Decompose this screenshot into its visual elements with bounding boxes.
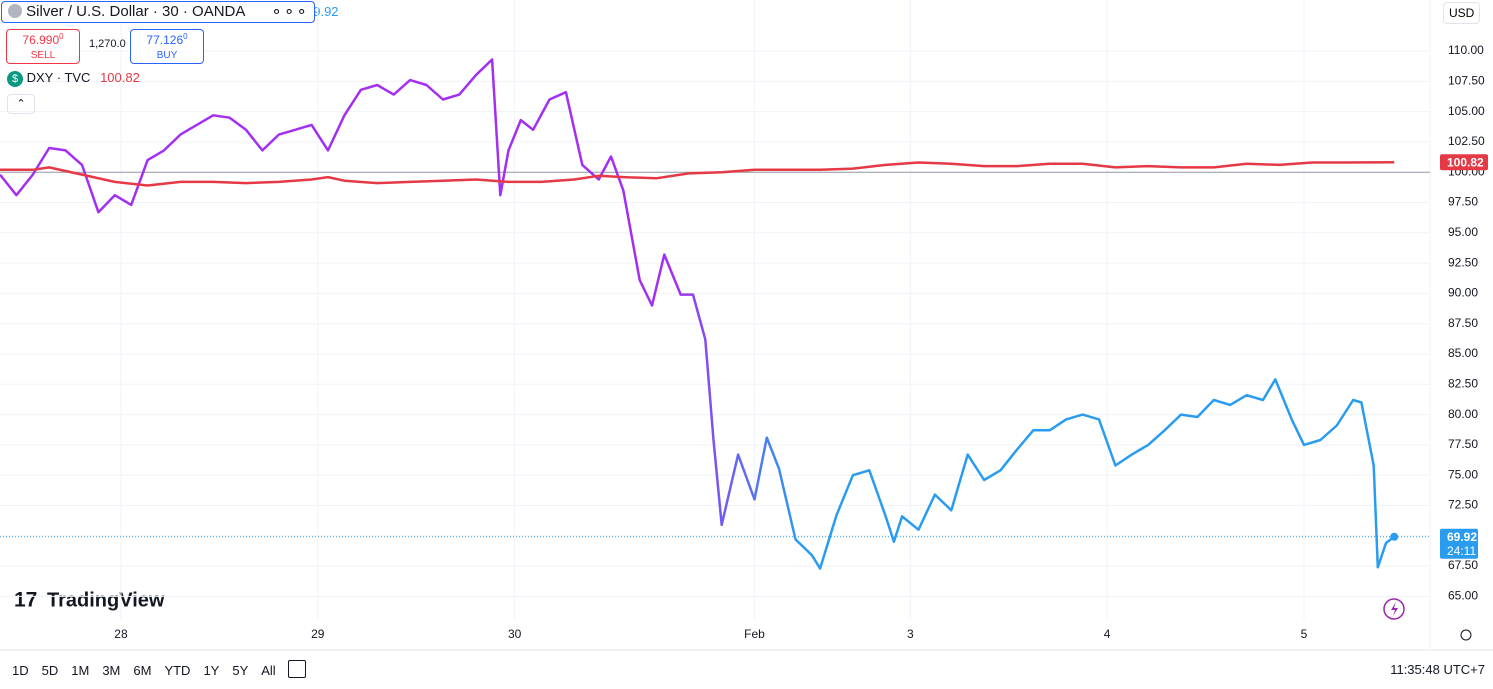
y-tick-label: 67.50 [1448,558,1478,572]
range-toolbar: 1D 5D 1M 3M 6M YTD 1Y 5Y All [12,662,289,680]
date-picker[interactable] [288,660,306,678]
series-line [0,58,1395,570]
sell-label: SELL [30,50,56,61]
x-tick-label: 28 [114,627,128,641]
buy-button[interactable]: 77.1260 BUY [130,29,204,64]
y-tick-label: 110.00 [1448,43,1484,57]
last-price-box [1440,528,1478,559]
brand: TradingView [47,589,165,611]
y-tick-label: 85.00 [1448,346,1478,360]
compare-legend: $ DXY · TVC 100.82 [7,70,140,87]
range-button[interactable]: 6M [133,663,152,678]
symbol-icon [8,4,22,18]
y-tick-label: 80.00 [1448,407,1478,421]
sell-price: 76.990 [22,33,60,47]
range-button[interactable]: 5Y [232,663,249,678]
range-button[interactable]: 1D [12,663,29,678]
x-tick-label: 4 [1104,627,1111,641]
dxy-value: 100.82 [100,70,140,85]
symbol-name: Silver / U.S. Dollar · 30 · OANDA [26,3,246,20]
sell-digit: 0 [59,32,64,41]
dxy-name: DXY · TVC [26,70,91,85]
countdown: 24:11 [1447,544,1476,558]
range-button[interactable]: 3M [102,663,121,678]
y-tick-label: 82.50 [1448,376,1478,390]
y-tick-label: 87.50 [1448,316,1478,330]
symbol-title[interactable]: Silver / U.S. Dollar · 30 · OANDA ⚬⚬⚬ [1,1,315,23]
lightning-icon [1391,602,1398,616]
range-button[interactable]: YTD [164,663,191,678]
y-tick-label: 102.50 [1448,134,1485,148]
range-button[interactable]: 1M [71,663,90,678]
dxy-price-label: 100.82 [1447,155,1484,169]
y-tick-label: 107.50 [1448,73,1485,87]
lightning-button[interactable] [1383,598,1405,620]
spread: 1,270.0 [89,38,126,50]
y-tick-label: 97.50 [1448,195,1478,209]
logo-mark: 17 [14,589,37,612]
y-tick-label: 90.00 [1448,286,1478,300]
y-tick-label: 105.00 [1448,104,1485,118]
sell-button[interactable]: 76.9900 SELL [6,29,80,64]
x-tick-label: 30 [508,627,522,641]
buy-price: 77.126 [146,33,184,47]
last-point [1390,532,1399,541]
y-tick-label: 77.50 [1448,437,1478,451]
range-button[interactable]: 1Y [203,663,220,678]
x-tick-label: 29 [311,627,325,641]
dxy-icon: $ [7,71,23,87]
last-price-label: 69.92 [1447,530,1477,544]
settings-icon[interactable] [1460,629,1472,641]
clock: 11:35:48 UTC+7 [1390,662,1485,677]
dxy-price-box [1440,154,1488,171]
currency[interactable]: USD [1443,2,1481,24]
y-tick-label: 92.50 [1448,255,1478,269]
y-tick-label: 72.50 [1448,498,1478,512]
y-tick-label: 75.00 [1448,467,1478,481]
range-button[interactable]: All [261,663,276,678]
collapse-button[interactable]: ⌃ [7,94,35,114]
more-icon[interactable]: ⚬⚬⚬ [270,4,308,21]
buy-label: BUY [156,50,178,61]
y-tick-label: 95.00 [1448,225,1478,239]
x-tick-label: 3 [907,627,914,641]
y-tick-label: 65.00 [1448,589,1478,603]
series-line [0,161,1395,187]
x-tick-label: 5 [1301,627,1308,641]
range-button[interactable]: 5D [41,663,59,678]
plot [0,0,1430,620]
buy-digit: 0 [183,32,188,41]
x-tick-label: Feb [744,627,765,641]
